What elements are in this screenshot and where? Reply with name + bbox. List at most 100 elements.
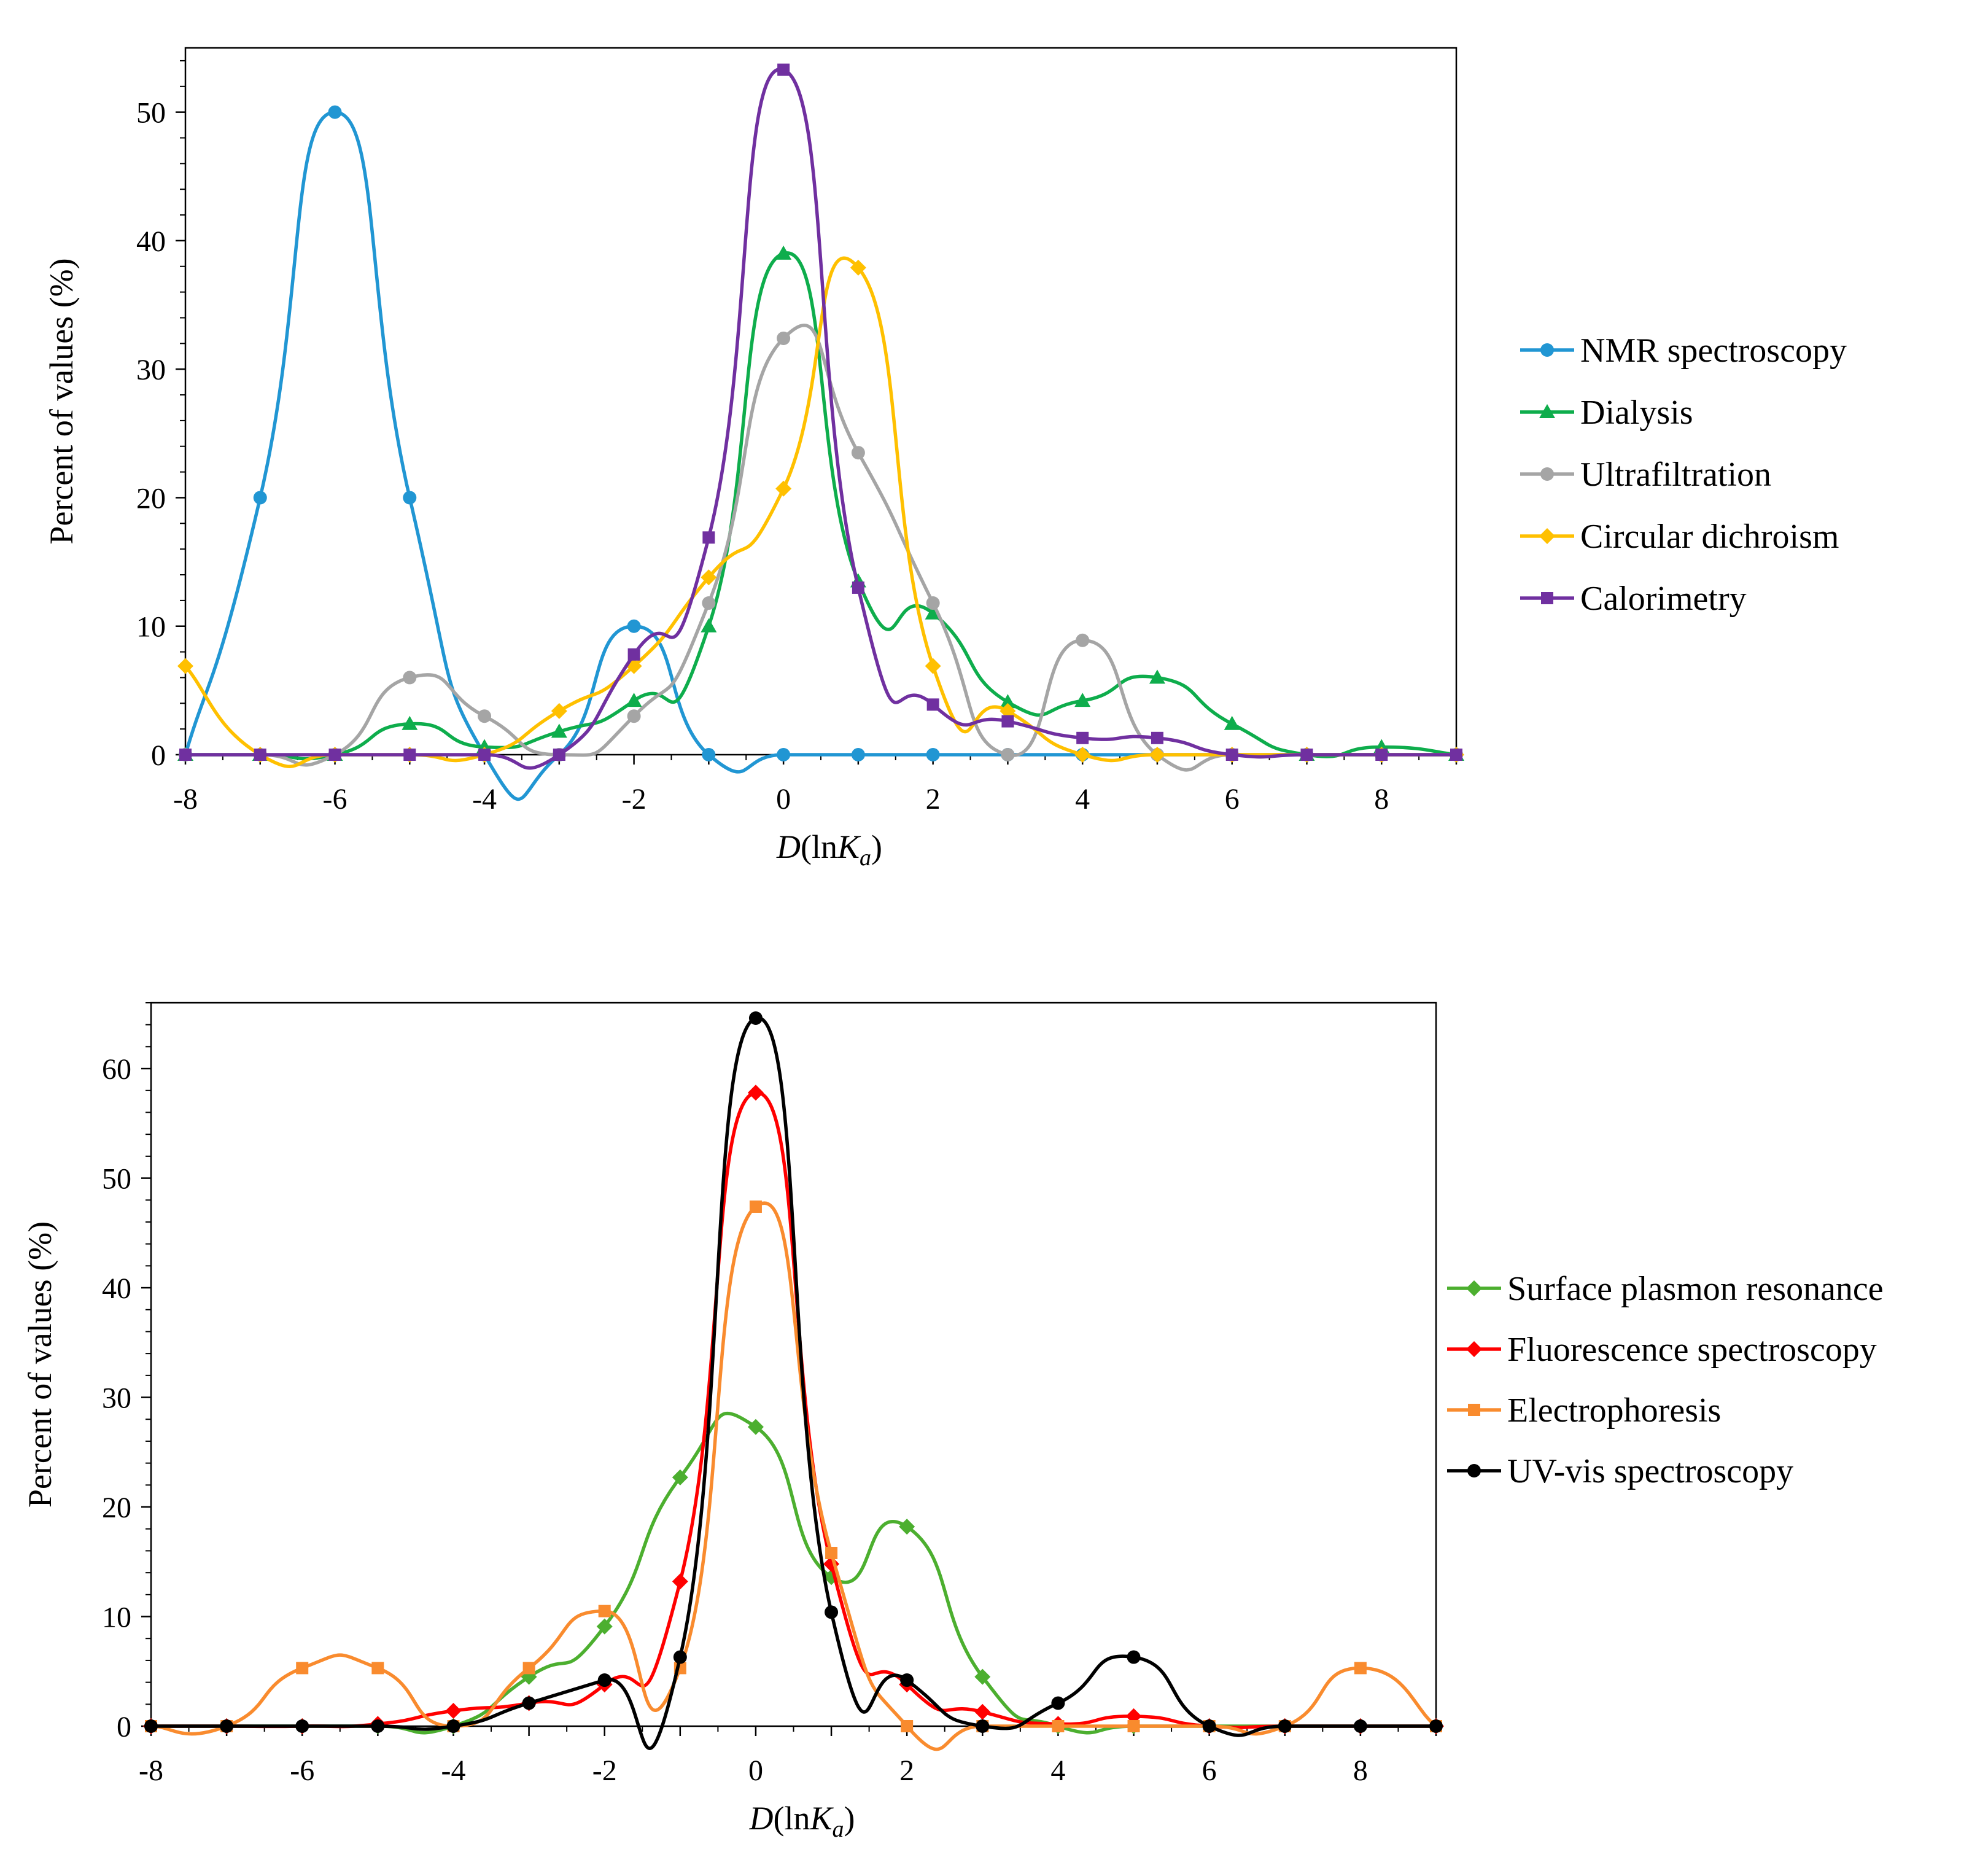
data-point [851,446,865,460]
legend-marker [1466,1280,1482,1296]
data-point [144,1719,158,1733]
data-point [254,749,266,761]
series-calorimetry [179,63,1462,770]
data-point [1300,749,1313,761]
y-tick-label: 40 [136,225,166,258]
data-point [926,596,940,610]
series-nmr-spectroscopy [179,105,1463,801]
data-point [851,748,865,761]
legend-marker [1541,592,1553,604]
data-point [1000,703,1016,719]
x-tick-label: 2 [926,783,941,815]
legend-marker [1468,1404,1480,1416]
data-point [825,1605,839,1619]
data-point [627,619,641,633]
data-point [296,1662,309,1675]
series-surface-plasmon-resonance [143,1411,1444,1735]
data-point [522,1662,535,1675]
legend-item-uv-vis-spectroscopy: UV-vis spectroscopy [1447,1452,1793,1490]
data-point [179,749,192,761]
data-point [1076,633,1090,647]
data-point [899,1519,915,1535]
data-point [1450,749,1462,761]
data-point [446,1719,460,1733]
legend: Surface plasmon resonance Fluorescence sp… [1447,1270,1884,1490]
data-point [673,1650,687,1664]
data-point [1127,1650,1141,1664]
data-point [825,1546,838,1559]
data-point [1202,1719,1216,1733]
data-point [1000,694,1016,709]
data-point [747,1084,764,1101]
legend-label: UV-vis spectroscopy [1507,1452,1793,1490]
data-point [775,245,792,260]
data-point [777,63,790,76]
y-tick-label: 50 [102,1163,131,1196]
data-point [220,1719,234,1733]
x-tick-label: -6 [290,1754,314,1787]
x-tick-label: 4 [1050,1754,1065,1787]
data-point [1052,1720,1065,1732]
legend: NMR spectroscopy Dialysis Ultrafiltration C… [1520,332,1847,618]
legend-item-ultrafiltration: Ultrafiltration [1520,456,1771,494]
data-point [402,715,418,730]
legend-label: Calorimetry [1580,580,1747,618]
data-point [1151,731,1163,744]
y-tick-label: 10 [136,611,166,644]
y-tick-label: 10 [102,1602,131,1634]
x-tick-label: 2 [899,1754,914,1787]
legend-item-dialysis: Dialysis [1520,394,1693,432]
data-point [551,723,567,738]
data-point [926,698,939,711]
legend-marker [1466,1341,1482,1357]
series-line [184,110,1458,801]
x-axis: -8 -6 -4 -2 0 2 4 6 8 [173,755,1458,815]
data-point [777,331,791,345]
data-point [672,1469,688,1485]
data-point [522,1696,536,1710]
series-uv-vis-spectroscopy [144,1011,1443,1750]
series-circular-dichroism [177,256,1464,768]
y-axis-title: Percent of values (%) [43,258,80,544]
data-point [328,105,342,119]
x-tick-label: -4 [472,783,497,815]
legend-label: Dialysis [1580,394,1693,432]
data-point [1375,749,1388,761]
series-line [184,256,1458,768]
y-tick-label: 30 [136,354,166,386]
data-point [852,581,864,594]
data-point [702,531,715,544]
x-tick-label: 6 [1202,1754,1217,1787]
data-point [925,658,941,674]
x-tick-label: -2 [622,783,646,815]
legend-item-surface-plasmon-resonance: Surface plasmon resonance [1447,1270,1884,1308]
data-point [598,1605,611,1617]
top-chart: -8 -6 -4 -2 0 2 4 6 8 0 10 20 30 40 50 D(lnKa) Percent o… [43,47,1847,871]
data-point [551,703,567,719]
x-axis-title-close: ) [871,828,882,865]
legend-label: Fluorescence spectroscopy [1507,1331,1877,1369]
x-tick-label: -8 [139,1754,163,1787]
data-point [777,748,791,761]
data-point [596,1618,613,1635]
x-axis-title-close: ) [844,1800,855,1837]
x-axis: -8 -6 -4 -2 0 2 4 6 8 [139,1726,1437,1787]
series-line [149,1091,1438,1729]
data-point [747,1419,764,1435]
x-axis-title-sub: a [833,1816,844,1842]
x-tick-label: -6 [323,783,347,815]
plot-area [184,47,1458,756]
data-point [1076,731,1089,744]
series-line [149,1411,1438,1735]
x-axis-title-k: K [809,1800,834,1837]
legend-item-nmr-spectroscopy: NMR spectroscopy [1520,332,1847,370]
x-tick-label: -4 [441,1754,465,1787]
data-point [926,748,940,761]
x-tick-label: 8 [1374,783,1389,815]
data-point [403,491,417,505]
data-point [974,1703,991,1720]
legend-item-calorimetry: Calorimetry [1520,580,1747,618]
y-axis: 0 10 20 30 40 50 [136,60,185,772]
data-point [1074,747,1091,763]
